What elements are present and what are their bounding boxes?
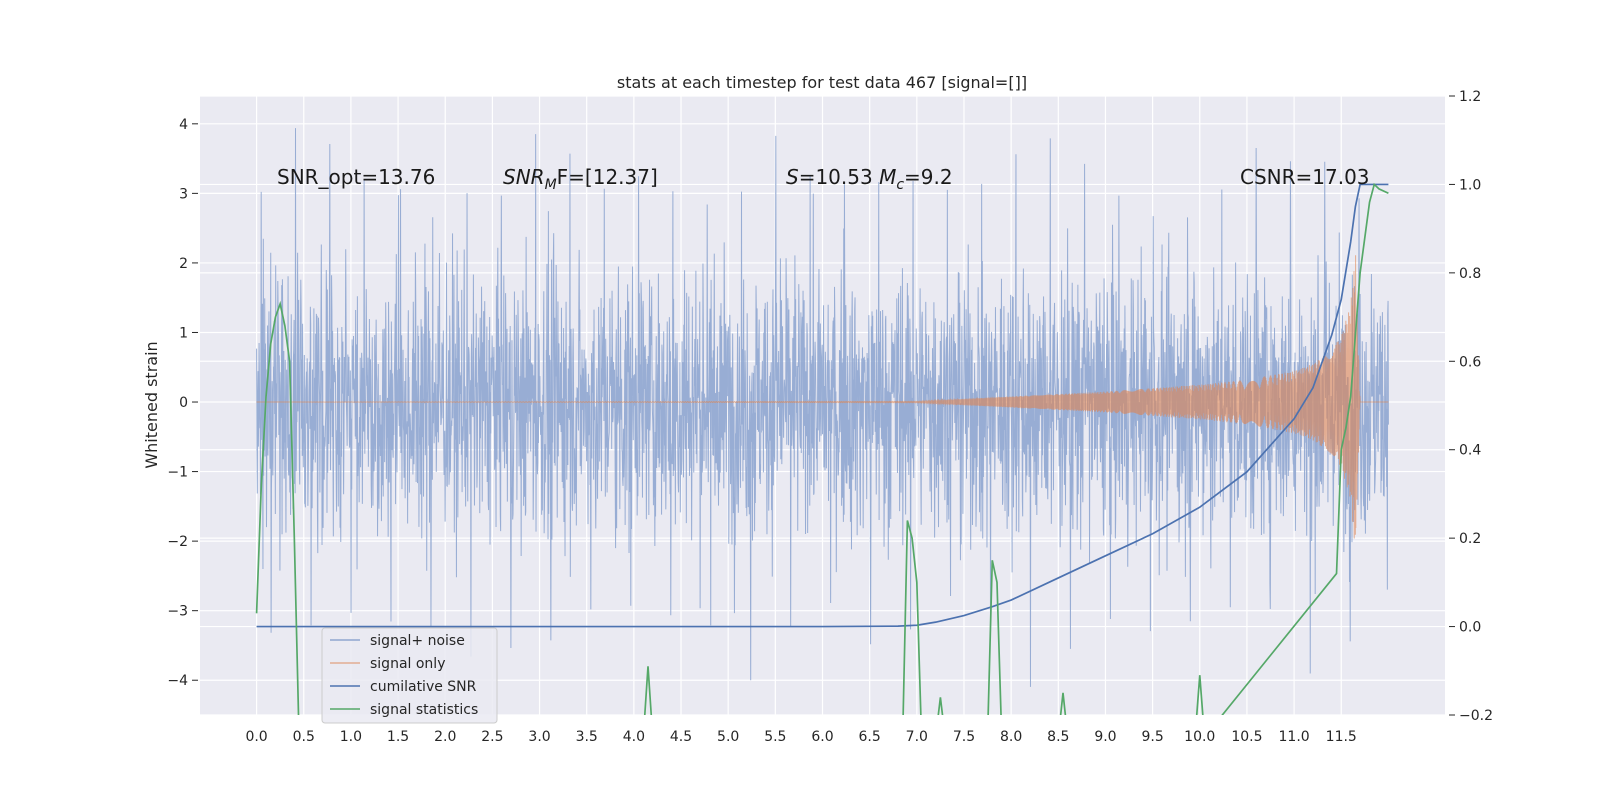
x-tick-label: 0.5 xyxy=(293,729,315,745)
left-y-tick-label: 1 xyxy=(179,325,188,341)
x-tick-label: 4.0 xyxy=(623,729,645,745)
legend: signal+ noise signal only cumilative SNR… xyxy=(321,627,498,724)
x-tick-label: 7.0 xyxy=(906,729,928,745)
annotation-s-mc: S=10.53 Mc=9.2 xyxy=(786,165,953,193)
right-y-tick-label: 1.2 xyxy=(1459,89,1481,105)
series-signal-plus-noise xyxy=(256,128,1389,687)
right-y-tick-label: 0.4 xyxy=(1459,443,1481,459)
annotation-csnr: CSNR=17.03 xyxy=(1240,165,1370,189)
chart-title: stats at each timestep for test data 467… xyxy=(617,73,1027,92)
annotation-s-rest: =10.53 xyxy=(799,165,879,189)
left-y-tick-label: −4 xyxy=(167,673,188,689)
right-y-tick-label: 1.0 xyxy=(1459,177,1481,193)
right-y-tick-label: −0.2 xyxy=(1459,708,1493,724)
x-tick-label: 2.0 xyxy=(434,729,456,745)
left-y-axis: 4 3 2 1 0 −1 −2 −3 −4 xyxy=(167,117,198,689)
annotation-snr-mf: SNRMF=[12.37] xyxy=(503,165,658,193)
x-tick-label: 10.5 xyxy=(1231,729,1262,745)
x-tick-label: 4.5 xyxy=(670,729,692,745)
right-y-axis: 1.2 1.0 0.8 0.6 0.4 0.2 0.0 −0.2 xyxy=(1449,89,1493,724)
x-tick-label: 10.0 xyxy=(1184,729,1215,745)
grid-lines xyxy=(200,95,1445,716)
left-y-tick-label: −3 xyxy=(167,604,188,620)
x-tick-label: 9.0 xyxy=(1094,729,1116,745)
series-cumulative-snr xyxy=(256,183,1389,628)
x-tick-label: 3.0 xyxy=(528,729,550,745)
right-y-tick-label: 0.2 xyxy=(1459,531,1481,547)
x-tick-label: 2.5 xyxy=(481,729,503,745)
x-tick-label: 1.5 xyxy=(387,729,409,745)
annotation-snr-opt: SNR_opt=13.76 xyxy=(277,165,435,189)
x-tick-label: 3.5 xyxy=(576,729,598,745)
annotation-mc-sub: c xyxy=(896,177,904,193)
series-signal-statistics xyxy=(255,182,1389,715)
left-y-tick-label: 4 xyxy=(179,117,188,133)
legend-box xyxy=(321,627,498,724)
left-y-tick-label: −1 xyxy=(167,465,188,481)
x-tick-label: 11.5 xyxy=(1326,729,1357,745)
right-y-tick-label: 0.8 xyxy=(1459,266,1481,282)
x-tick-label: 6.5 xyxy=(859,729,881,745)
legend-label-statistics: signal statistics xyxy=(370,702,478,718)
x-tick-label: 7.5 xyxy=(953,729,975,745)
annotation-snr-mf-sub: M xyxy=(545,177,557,193)
right-y-tick-label: 0.6 xyxy=(1459,354,1481,370)
x-tick-label: 1.0 xyxy=(340,729,362,745)
left-y-tick-label: 3 xyxy=(179,186,188,202)
annotation-snr-mf-main: SNR xyxy=(503,165,545,189)
x-tick-label: 11.0 xyxy=(1279,729,1310,745)
legend-label-cumulative: cumilative SNR xyxy=(370,679,477,695)
series-signal-only xyxy=(256,255,1389,539)
annotation-mc-rest: =9.2 xyxy=(904,165,953,189)
right-y-tick-label: 0.0 xyxy=(1459,620,1481,636)
legend-label-noise: signal+ noise xyxy=(370,633,465,649)
x-axis: 0.0 0.5 1.0 1.5 2.0 2.5 3.0 3.5 4.0 4.5 5.0 5.5 6.0 6… xyxy=(245,729,1356,745)
x-tick-label: 8.5 xyxy=(1047,729,1069,745)
left-y-tick-label: −2 xyxy=(167,534,188,550)
annotation-s-main: S xyxy=(786,165,799,189)
left-y-tick-label: 2 xyxy=(179,256,188,272)
x-tick-label: 0.0 xyxy=(245,729,267,745)
annotation-mc-main: M xyxy=(879,165,896,189)
x-tick-label: 6.0 xyxy=(811,729,833,745)
x-tick-label: 5.0 xyxy=(717,729,739,745)
x-tick-label: 8.0 xyxy=(1000,729,1022,745)
legend-label-signal: signal only xyxy=(370,656,445,672)
left-y-tick-label: 0 xyxy=(179,395,188,411)
x-tick-label: 5.5 xyxy=(764,729,786,745)
x-tick-label: 9.5 xyxy=(1141,729,1163,745)
y-axis-label: Whitened strain xyxy=(142,341,161,468)
series-layer xyxy=(255,128,1389,715)
annotation-snr-mf-rest: F=[12.37] xyxy=(557,165,658,189)
